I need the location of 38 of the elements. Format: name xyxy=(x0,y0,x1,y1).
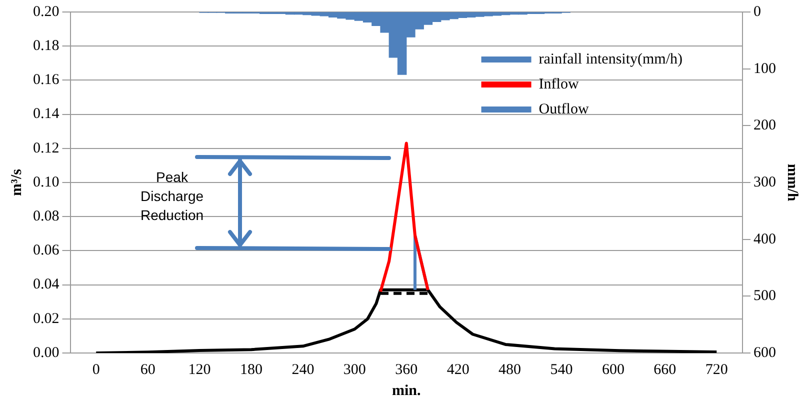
x-tick-label: 360 xyxy=(395,362,418,378)
x-tick-label: 120 xyxy=(188,362,211,378)
y-tick-label: 0.20 xyxy=(33,4,60,20)
y-tick-label: 0.02 xyxy=(33,310,60,327)
y2-tick-label: 600 xyxy=(754,344,776,361)
y2-axis-title: mm/h xyxy=(784,164,800,202)
x-tick-label: 720 xyxy=(705,362,728,378)
y-tick-label: 0.18 xyxy=(33,38,60,54)
x-tick-label: 480 xyxy=(498,362,522,378)
x-tick-label: 0 xyxy=(92,362,100,378)
y-tick-label: 0.14 xyxy=(33,106,60,122)
y-tick-label: 0.12 xyxy=(33,140,60,156)
x-axis-title: min. xyxy=(392,382,421,399)
y2-tick-label: 200 xyxy=(754,118,776,134)
y2-tick-label: 500 xyxy=(754,288,776,304)
x-tick-label: 300 xyxy=(343,362,366,378)
y2-tick-label: 0 xyxy=(754,4,761,20)
y2-tick-label: 400 xyxy=(754,231,776,248)
y-tick-label: 0.04 xyxy=(33,276,60,293)
y-tick-label: 0.08 xyxy=(33,208,60,225)
x-tick-label: 660 xyxy=(654,362,676,378)
annotation: Peak Discharge Reduction xyxy=(139,168,205,225)
y-tick-label: 0.10 xyxy=(33,174,60,190)
legend-label: Outflow xyxy=(538,101,589,118)
y2-tick-label: 300 xyxy=(754,174,776,190)
x-tick-label: 60 xyxy=(140,362,156,378)
x-tick-label: 600 xyxy=(602,362,624,378)
y-axis-title: m³/s xyxy=(8,168,25,196)
legend-label: Inflow xyxy=(538,76,579,92)
y-tick-label: 0.00 xyxy=(33,344,60,361)
x-tick-label: 540 xyxy=(550,362,573,378)
y-tick-label: 0.06 xyxy=(33,242,60,259)
y-tick-label: 0.16 xyxy=(33,72,60,88)
legend-label: rainfall intensity(mm/h) xyxy=(538,51,683,68)
y2-tick-label: 100 xyxy=(754,60,776,77)
x-tick-label: 180 xyxy=(240,362,262,378)
x-tick-label: 240 xyxy=(292,362,314,378)
x-tick-label: 420 xyxy=(446,362,470,378)
